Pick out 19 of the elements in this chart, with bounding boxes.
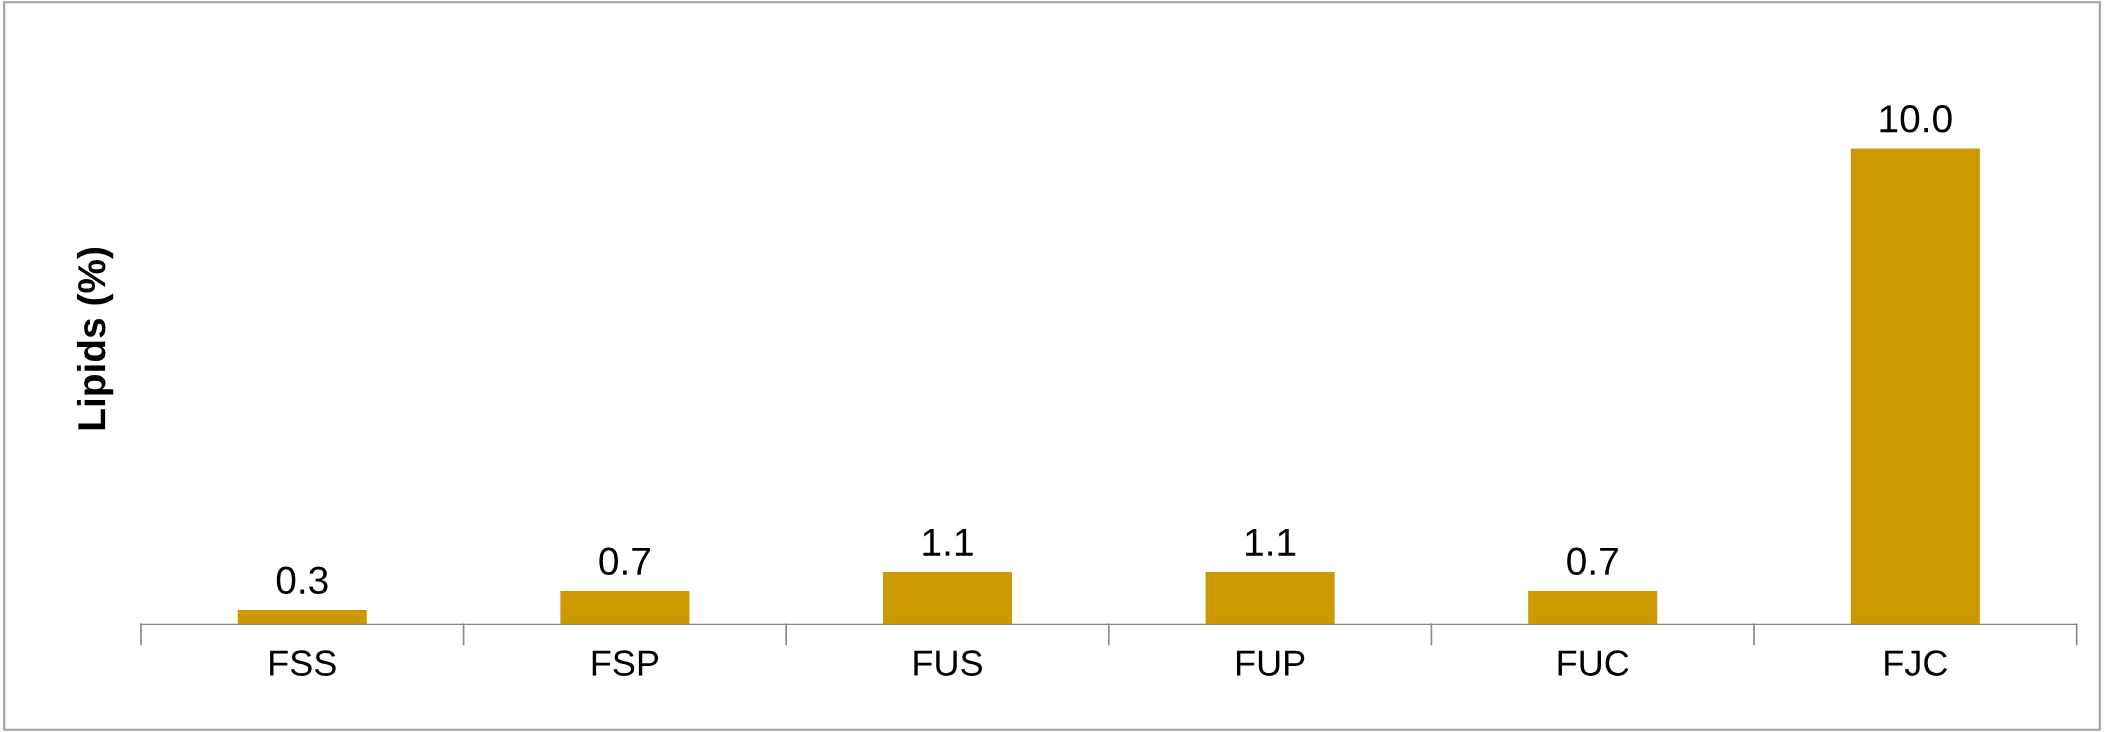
x-tick-label: FSP bbox=[592, 650, 659, 676]
bar bbox=[1850, 148, 1980, 625]
x-tick-label: FUP bbox=[1236, 650, 1305, 676]
bar bbox=[560, 591, 690, 625]
bar bbox=[237, 610, 367, 625]
data-label: 0.3 bbox=[276, 566, 328, 595]
data-label: 1.1 bbox=[923, 528, 973, 556]
x-tick-label: FUS bbox=[914, 650, 982, 676]
x-tick-label: FUC bbox=[1558, 650, 1629, 676]
bar bbox=[1205, 572, 1335, 625]
data-label: 0.7 bbox=[599, 547, 650, 576]
bar bbox=[1528, 591, 1658, 625]
x-tick-label: FJC bbox=[1885, 650, 1948, 676]
data-label: 10.0 bbox=[1880, 105, 1952, 133]
data-label: 1.1 bbox=[1246, 528, 1296, 556]
bar bbox=[882, 572, 1013, 625]
data-label: 0.7 bbox=[1567, 547, 1618, 576]
y-axis-title: Lipids (%) bbox=[76, 247, 114, 430]
x-tick-label: FSS bbox=[270, 650, 336, 676]
